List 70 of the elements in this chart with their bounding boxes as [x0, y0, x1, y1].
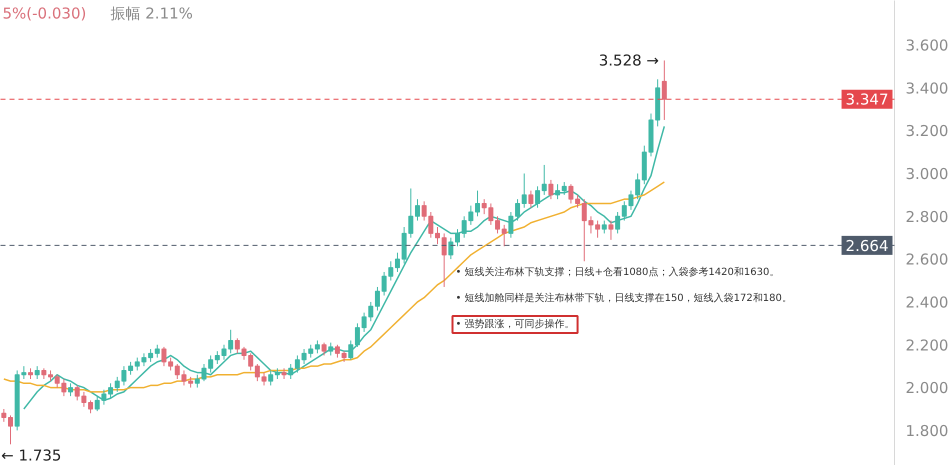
candlestick: [88, 400, 94, 414]
annotation: • 强势跟涨，可同步操作。: [456, 318, 575, 330]
candlestick: [282, 368, 287, 380]
candlestick: [234, 338, 240, 354]
candlestick: [81, 391, 86, 408]
candlestick: [288, 364, 294, 380]
candlestick: [108, 382, 114, 399]
candlestick: [328, 342, 334, 356]
y-tick-label: 3.600: [906, 36, 948, 55]
candlestick: [21, 366, 26, 380]
candlestick: [582, 198, 587, 262]
candlestick: [61, 378, 66, 397]
candlestick: [8, 414, 14, 445]
candlestick: [128, 361, 134, 376]
candlestick: [74, 384, 80, 401]
candlestick: [422, 200, 427, 222]
candlestick: [161, 346, 166, 367]
candlestick: [528, 190, 534, 208]
annotation: 振幅 2.11%: [110, 4, 193, 22]
candlestick: [228, 329, 234, 354]
candlestick: [222, 344, 226, 360]
candlestick: [274, 368, 280, 380]
candlestick: [602, 220, 607, 234]
y-tick-label: 3.400: [906, 79, 948, 98]
candlestick: [562, 182, 567, 196]
candlestick: [268, 370, 274, 386]
candlestick: [28, 368, 34, 380]
y-tick-label: 1.800: [906, 422, 948, 440]
candlestick: [248, 352, 254, 371]
y-tick-label: 2.800: [906, 208, 948, 226]
candlestick: [555, 184, 560, 200]
candlestick: [68, 382, 74, 397]
annotation: 5%(-0.030): [2, 4, 86, 22]
candlestick: [141, 352, 146, 367]
candlestick: [168, 357, 174, 371]
candlestick: [154, 344, 160, 358]
candlestick: [662, 60, 667, 120]
annotation: 3.528 →: [598, 51, 659, 70]
ref-line-label: 2.664: [846, 236, 889, 255]
candlestick: [34, 366, 40, 380]
candlestick: [1, 408, 6, 422]
candlestick: [54, 374, 60, 388]
candlestick: [322, 342, 327, 356]
y-tick-label: 3.000: [906, 164, 948, 183]
y-tick-label: 2.600: [906, 250, 948, 269]
candlestick: [535, 186, 540, 208]
y-tick-label: 2.000: [906, 379, 948, 398]
candlestick: [542, 164, 547, 196]
candlestick: [475, 190, 480, 217]
annotation: • 短线关注布林下轨支撑；日线+仓看1080点；入袋参考1420和1630。: [456, 266, 780, 278]
candlestick: [468, 205, 474, 226]
candlestick: [101, 389, 106, 406]
y-tick-label: 2.200: [906, 336, 948, 354]
candlestick: [482, 198, 487, 215]
y-tick-label: 3.200: [906, 122, 948, 140]
annotation: ← 1.735: [1, 446, 62, 464]
y-tick-label: 2.400: [906, 293, 948, 312]
candlestick: [148, 348, 154, 362]
candlestick: [448, 237, 454, 260]
candlestick: [134, 357, 140, 371]
candlestick: [608, 220, 614, 240]
candlestick: [314, 340, 320, 354]
line-series: [23, 126, 666, 410]
candlestick: [488, 202, 494, 226]
candlestick: [615, 212, 620, 234]
candlestick: [214, 350, 220, 365]
annotation: • 短线加舱同样是关注布林带下轨，日线支撑在150，短线入袋172和180。: [456, 292, 792, 304]
candlestick: [548, 179, 554, 200]
candlestick: [242, 346, 247, 360]
ref-line-label: 3.347: [846, 90, 889, 109]
